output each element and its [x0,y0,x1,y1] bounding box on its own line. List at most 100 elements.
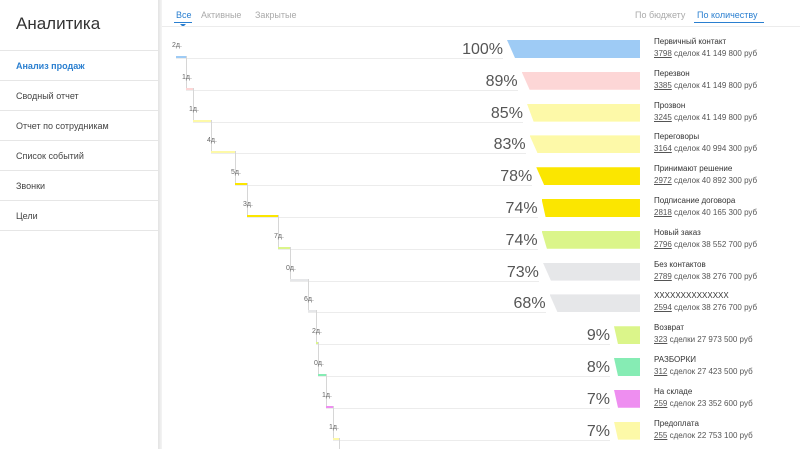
sidebar-item-sales-analysis[interactable]: Анализ продаж [0,50,158,80]
stage-name: Перезвон [654,68,690,78]
stage-duration: 0д. [314,360,324,367]
funnel-row: 8% 0д. РАЗБОРКИ 312 сделок 27 423 500 руб [0,355,800,406]
stage-deal-count-link[interactable]: 3385 [654,80,672,90]
stage-deal-summary: сделок 40 892 300 руб [671,176,758,186]
stair-connector [333,405,334,438]
stage-duration-bar [193,119,211,122]
row-guide-line [316,344,610,346]
sidebar-item-goals[interactable]: Цели [0,200,158,230]
stage-deal-count-link[interactable]: 3798 [654,49,672,58]
stage-deal-count-link[interactable]: 259 [654,398,668,408]
tab-active[interactable]: Активные [201,10,242,20]
stage-deal-summary: сделок 38 552 700 руб [671,239,758,249]
stair-connector [235,151,236,184]
stair-connector [318,342,319,374]
stage-name: Новый заказ [654,227,701,237]
stage-deal-summary: сделок 40 994 300 руб [671,144,758,154]
stage-duration: 4д. [207,137,217,145]
stage-stats: 2796 сделок 38 552 700 руб [654,240,757,249]
sidebar-item-summary-report[interactable]: Сводный отчет [0,80,158,110]
funnel-bar [529,135,640,154]
stage-duration-bar [211,151,235,154]
stage-deal-count-link[interactable]: 2818 [654,208,672,217]
stage-duration-bar [318,374,326,376]
stage-duration: 6д. [304,296,314,304]
app-title: Аналитика [16,14,101,33]
stage-percent: 73% [506,263,539,281]
funnel-row: 74% 7д. Новый заказ 2796 сделок 38 552 700 … [0,227,800,279]
stage-stats: 2594 сделок 38 276 700 руб [654,303,757,312]
stair-connector [278,215,279,247]
stage-deal-count-link[interactable]: 3245 [654,112,672,122]
stage-stats: 3245 сделок 41 149 800 руб [654,113,757,122]
row-guide-line [333,439,610,441]
stage-deal-count-link[interactable]: 255 [654,430,668,440]
stage-stats: 2789 сделок 38 276 700 руб [654,272,757,281]
row-guide-line [326,407,610,409]
funnel-bar [549,294,640,313]
funnel-bar [541,230,640,249]
sort-by-count[interactable]: По количеству [697,10,758,20]
sidebar-item-event-list[interactable]: Список событий [0,140,158,170]
stage-stats: 255 сделок 22 753 100 руб [654,431,753,440]
stage-deal-summary: сделок 41 149 800 руб [671,49,758,58]
stage-deal-count-link[interactable]: 323 [654,335,668,345]
funnel-row: 83% 4д. Переговоры 3164 сделок 40 994 300 р… [0,132,800,184]
sort-by-budget[interactable]: По бюджету [635,10,686,20]
stair-connector [326,374,327,406]
stage-duration-bar [326,405,333,408]
stair-connector [211,119,212,152]
stage-deal-count-link[interactable]: 2796 [654,239,672,249]
funnel-row: 7% 1д. Предоплата 255 сделок 22 753 100 руб [0,419,800,449]
funnel-bar [526,103,640,122]
stage-deal-summary: сделки 27 973 500 руб [667,335,753,345]
sidebar-item-employee-report[interactable]: Отчет по сотрудникам [0,110,158,140]
header-divider [162,26,800,27]
stage-stats: 312 сделок 27 423 500 руб [654,367,753,376]
stair-connector [193,87,194,120]
stage-deal-count-link[interactable]: 312 [654,367,668,376]
stage-duration-bar [308,310,316,313]
stage-name: Без контактов [654,259,706,269]
stage-duration-bar [176,56,186,58]
stage-deal-summary: сделок 27 423 500 руб [667,367,753,376]
stage-percent: 68% [513,295,546,313]
stage-duration: 2д. [172,42,182,49]
stage-percent: 85% [490,104,523,122]
tab-closed[interactable]: Закрытые [255,10,297,20]
stage-stats: 3385 сделок 41 149 800 руб [654,81,757,90]
stage-deal-count-link[interactable]: 2972 [654,176,672,186]
stage-percent: 74% [505,231,538,249]
row-guide-line [186,89,518,91]
stage-duration: 5д. [231,169,241,177]
sort-active-underline [694,22,764,23]
stage-duration-bar [290,278,308,281]
stage-deal-summary: сделок 41 149 800 руб [671,112,758,122]
funnel-bar [614,358,640,376]
stage-deal-count-link[interactable]: 2594 [654,303,672,313]
sidebar: Аналитика Анализ продаж Сводный отчет Отче… [0,0,158,449]
stage-stats: 2818 сделок 40 165 300 руб [654,208,757,217]
stage-deal-summary: сделок 41 149 800 руб [671,80,758,90]
stage-duration: 0д. [286,264,296,272]
tab-all[interactable]: Все [176,10,192,20]
sidebar-item-calls[interactable]: Звонки [0,170,158,200]
stage-duration-bar [186,87,193,90]
row-guide-line [211,153,526,155]
stage-deal-count-link[interactable]: 3164 [654,144,672,154]
stage-percent: 83% [493,136,526,154]
row-guide-line [290,280,539,282]
stage-duration: 1д. [322,391,332,399]
funnel-bar [541,199,640,217]
funnel-row: 68% 6д. XXXXXXXXXXXXXX 2594 сделок 38 276 7… [0,291,800,343]
funnel-row: 74% 3д. Подписание договора 2818 сделок 40 … [0,196,800,247]
stage-stats: 3798 сделок 41 149 800 руб [654,49,757,58]
funnel-bar [521,71,640,90]
stage-deal-summary: сделок 22 753 100 руб [667,430,753,440]
stage-deal-count-link[interactable]: 2789 [654,271,672,281]
stage-percent: 7% [586,422,610,440]
stage-deal-summary: сделок 38 276 700 руб [671,303,758,313]
funnel-row: 73% 0д. Без контактов 2789 сделок 38 276 70… [0,259,800,311]
stair-connector [316,310,317,343]
funnel-row: 7% 1д. На складе 259 сделок 23 352 600 руб [0,387,800,438]
